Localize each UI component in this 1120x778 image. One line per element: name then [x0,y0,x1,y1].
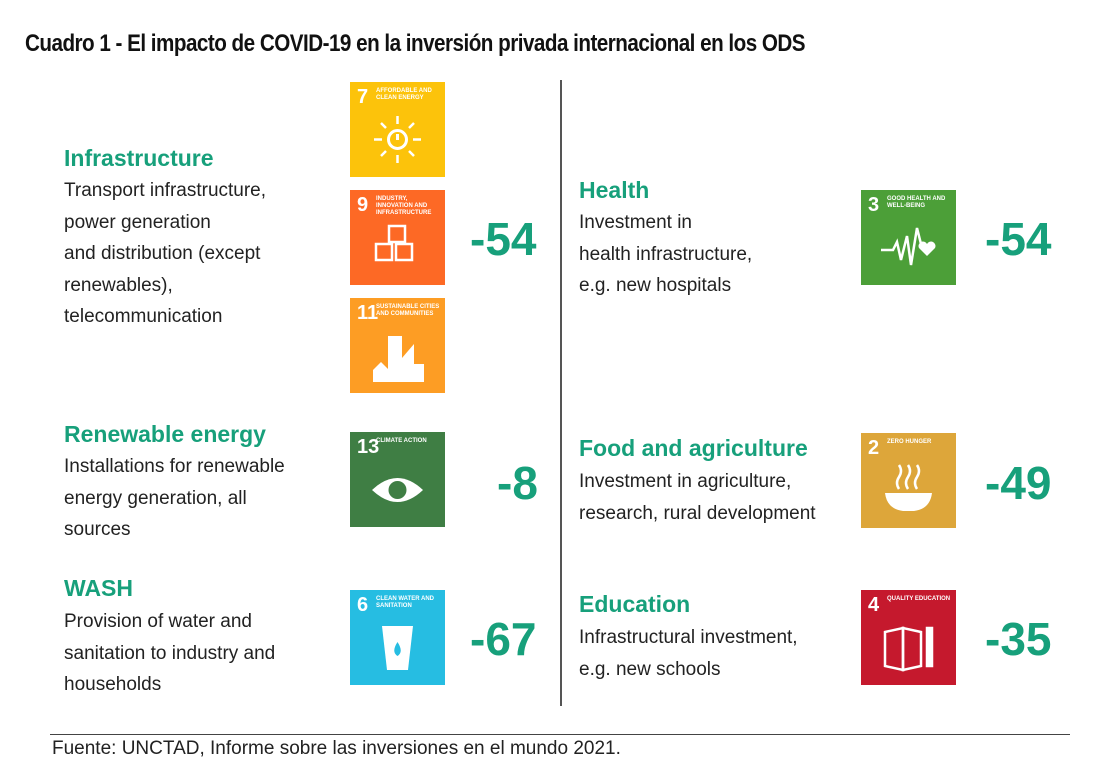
sdg-number: 4 [868,594,880,616]
sdg-11-tile: 11 Sustainable cities and communities [350,298,445,393]
cubes-icon [374,224,414,262]
city-icon [373,336,424,382]
food-agriculture-description: Investment in agriculture, research, rur… [579,471,816,524]
sdg-3-tile: 3 Good health and well-being [861,190,956,285]
sdg-number: 7 [357,86,369,108]
eye-globe-icon [372,478,423,502]
sdg-label: Good health and well-being [887,196,946,209]
page-title: Cuadro 1 - El impacto de COVID-19 en la … [25,30,806,57]
sun-power-icon [374,116,421,163]
health-heading: Health [579,177,650,203]
bowl-icon [885,464,932,511]
health-value: -54 [985,213,1052,265]
heartbeat-icon [881,227,936,266]
water-glass-icon [382,626,413,670]
education-heading: Education [579,591,691,617]
food-agriculture-value: -49 [985,457,1052,509]
sdg-number: 6 [357,594,369,616]
sdg-number: 11 [357,302,379,324]
renewable-energy-description: Installations for renewable energy gener… [64,456,285,540]
food-agriculture-heading: Food and agriculture [579,435,808,461]
sdg-number: 9 [357,194,369,216]
sdg-label: Zero hunger [887,439,932,445]
book-pencil-icon [883,626,934,672]
infrastructure-value: -54 [470,213,537,265]
education-description: Infrastructural investment, e.g. new sch… [579,627,798,680]
source-note: Fuente: UNCTAD, Informe sobre las invers… [52,738,621,759]
wash-description: Provision of water and sanitation to ind… [64,611,276,695]
education-value: -35 [985,613,1052,665]
sdg-label: Affordable and clean energy [376,88,432,101]
sdg-7-tile: 7 Affordable and clean energy [350,82,445,177]
wash-heading: WASH [64,575,133,601]
infrastructure-description: Transport infrastructure, power generati… [64,180,267,327]
sdg-label: Industry, innovation and infrastructure [376,196,432,216]
renewable-energy-value: -8 [497,457,538,509]
sdg-number: 13 [357,436,380,458]
renewable-energy-heading: Renewable energy [64,421,266,447]
sdg-number: 2 [868,437,880,459]
sdg-9-tile: 9 Industry, innovation and infrastructur… [350,190,445,285]
sdg-label: Clean water and sanitation [376,596,434,609]
sdg-label: Sustainable cities and communities [376,304,440,317]
infrastructure-heading: Infrastructure [64,145,214,171]
health-description: Investment in health infrastructure, e.g… [579,212,753,296]
sdg-6-tile: 6 Clean water and sanitation [350,590,445,685]
vertical-divider [560,80,562,706]
sdg-label: Climate action [376,438,427,444]
sdg-2-tile: 2 Zero hunger [861,433,956,528]
wash-value: -67 [470,613,537,665]
footer-divider [50,734,1070,735]
sdg-13-tile: 13 Climate action [350,432,445,527]
sdg-4-tile: 4 Quality education [861,590,956,685]
sdg-label: Quality education [887,596,951,602]
sdg-number: 3 [868,194,880,216]
